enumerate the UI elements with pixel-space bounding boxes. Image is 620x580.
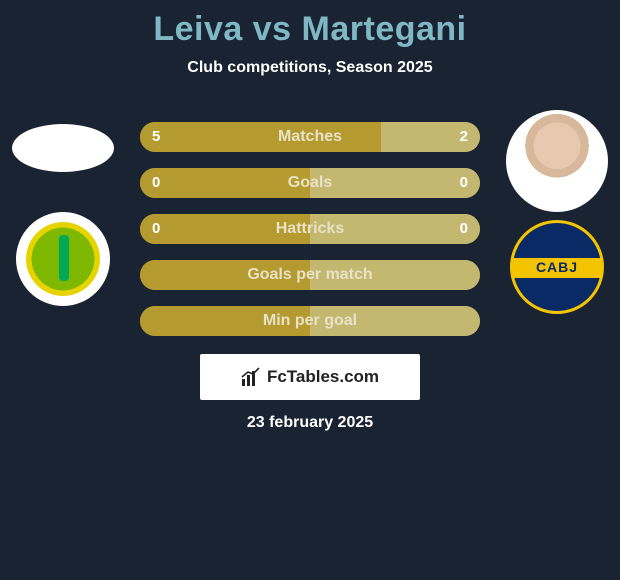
player-left-column <box>8 110 118 306</box>
boca-juniors-icon: CABJ <box>536 259 578 275</box>
date-text: 23 february 2025 <box>0 414 620 432</box>
page-subtitle: Club competitions, Season 2025 <box>0 59 620 77</box>
stat-label: Goals per match <box>140 260 480 290</box>
stat-label: Hattricks <box>140 214 480 244</box>
stat-label: Matches <box>140 122 480 152</box>
stat-label: Goals <box>140 168 480 198</box>
club-right-badge: CABJ <box>510 220 604 314</box>
stat-row: Min per goal <box>140 306 480 336</box>
stat-row: 52Matches <box>140 122 480 152</box>
player-left-avatar-placeholder <box>12 124 114 172</box>
stat-row: 00Hattricks <box>140 214 480 244</box>
stat-row: Goals per match <box>140 260 480 290</box>
branding-text: FcTables.com <box>267 367 379 387</box>
stat-label: Min per goal <box>140 306 480 336</box>
player-right-avatar <box>506 110 608 212</box>
club-left-badge <box>16 212 110 306</box>
branding-box: FcTables.com <box>200 354 420 400</box>
page-title: Leiva vs Martegani <box>0 0 620 49</box>
player-right-column: CABJ <box>502 110 612 314</box>
branding-chart-icon <box>241 367 261 387</box>
stats-rows: 52Matches 00Goals 00Hattricks Goals per mat… <box>140 122 480 352</box>
aldosivi-icon <box>26 222 100 296</box>
stat-row: 00Goals <box>140 168 480 198</box>
